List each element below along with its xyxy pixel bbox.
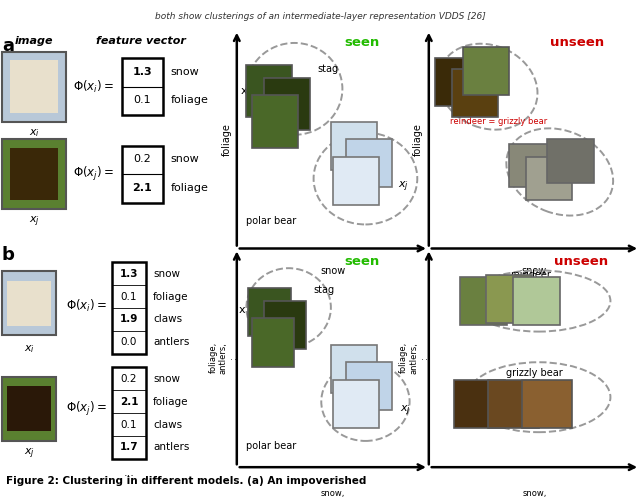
Bar bbox=[461, 277, 507, 325]
Text: reindeer: reindeer bbox=[509, 270, 550, 280]
Text: foliage: foliage bbox=[413, 123, 423, 156]
Text: 1.7: 1.7 bbox=[120, 442, 138, 452]
Bar bbox=[547, 139, 593, 183]
Text: foliage,
antlers,
:: foliage, antlers, : bbox=[209, 342, 238, 374]
Text: seen: seen bbox=[344, 36, 380, 49]
Text: $x_i$: $x_i$ bbox=[29, 127, 40, 139]
Text: foliage: foliage bbox=[222, 123, 232, 156]
Text: snow: snow bbox=[320, 266, 346, 276]
Bar bbox=[331, 122, 377, 170]
Text: 0.1: 0.1 bbox=[134, 95, 151, 105]
Text: snow,
claws,
...: snow, claws, ... bbox=[320, 489, 346, 497]
Text: antlers: antlers bbox=[153, 442, 189, 452]
Text: foliage,
antlers,
:: foliage, antlers, : bbox=[399, 342, 429, 374]
Text: stag: stag bbox=[314, 285, 335, 295]
Text: foliage: foliage bbox=[153, 292, 189, 302]
Text: foliage: foliage bbox=[170, 95, 208, 105]
Text: $x_j$: $x_j$ bbox=[29, 215, 40, 229]
Bar bbox=[264, 301, 306, 349]
Bar bbox=[526, 157, 572, 200]
Text: x: x bbox=[239, 305, 245, 315]
Text: snow: snow bbox=[153, 269, 180, 279]
Text: 2.1: 2.1 bbox=[132, 183, 152, 193]
Bar bbox=[346, 139, 392, 187]
Text: foliage: foliage bbox=[153, 397, 189, 407]
Bar bbox=[10, 148, 58, 200]
Bar bbox=[3, 377, 56, 440]
Text: snow: snow bbox=[170, 155, 199, 165]
Text: Figure 2: Clustering in different models. (a) An impoverished: Figure 2: Clustering in different models… bbox=[6, 476, 367, 486]
Text: seen: seen bbox=[344, 255, 380, 268]
Text: 0.0: 0.0 bbox=[121, 337, 137, 347]
Bar bbox=[346, 362, 392, 411]
Bar bbox=[264, 78, 310, 130]
Text: antlers: antlers bbox=[153, 337, 189, 347]
Bar bbox=[454, 380, 505, 428]
Bar bbox=[513, 277, 560, 325]
Text: image: image bbox=[15, 36, 53, 46]
Bar bbox=[3, 139, 66, 209]
Bar bbox=[112, 367, 146, 459]
Text: snow,
claws,
...: snow, claws, ... bbox=[522, 489, 547, 497]
Text: $x_j$: $x_j$ bbox=[24, 446, 35, 461]
Bar bbox=[486, 275, 532, 323]
Text: feature vector: feature vector bbox=[96, 36, 186, 46]
Bar bbox=[7, 280, 51, 326]
Text: a: a bbox=[2, 37, 14, 55]
Text: 1.3: 1.3 bbox=[120, 269, 138, 279]
Bar bbox=[10, 61, 58, 113]
Bar bbox=[122, 146, 163, 203]
Bar bbox=[509, 144, 556, 187]
Text: snow: snow bbox=[170, 67, 199, 77]
Text: 0.1: 0.1 bbox=[121, 292, 137, 302]
Text: unseen: unseen bbox=[554, 255, 608, 268]
Text: snow: snow bbox=[522, 266, 547, 276]
Text: reindeer = grizzly bear: reindeer = grizzly bear bbox=[450, 117, 547, 126]
Text: $x_j$: $x_j$ bbox=[400, 403, 411, 417]
Text: claws: claws bbox=[153, 419, 182, 429]
Text: 1.9: 1.9 bbox=[120, 315, 138, 325]
Text: polar bear: polar bear bbox=[246, 441, 296, 451]
Bar bbox=[3, 52, 66, 122]
Text: $x_j$: $x_j$ bbox=[398, 180, 409, 194]
Bar bbox=[248, 288, 291, 336]
Text: grizzly bear: grizzly bear bbox=[506, 368, 563, 378]
Bar bbox=[252, 319, 294, 367]
Text: $x_i$: $x_i$ bbox=[24, 343, 35, 355]
Text: ...: ... bbox=[124, 363, 134, 373]
Bar bbox=[463, 47, 509, 95]
Text: $\Phi(x_j)=$: $\Phi(x_j)=$ bbox=[66, 400, 107, 417]
Text: 0.2: 0.2 bbox=[121, 374, 137, 384]
Bar bbox=[246, 65, 292, 117]
Text: $\Phi(x_i)=$: $\Phi(x_i)=$ bbox=[73, 79, 114, 95]
Bar bbox=[488, 380, 539, 428]
Bar bbox=[7, 386, 51, 431]
Bar bbox=[333, 157, 379, 205]
Text: foliage: foliage bbox=[170, 183, 208, 193]
Bar bbox=[333, 380, 379, 428]
Text: $\Phi(x_j)=$: $\Phi(x_j)=$ bbox=[73, 165, 114, 183]
Text: snow: snow bbox=[153, 374, 180, 384]
Text: both show clusterings of an intermediate-layer representation VDDS [26]: both show clusterings of an intermediate… bbox=[155, 11, 485, 21]
Text: stag: stag bbox=[317, 64, 339, 74]
Text: $\Phi(x_i)=$: $\Phi(x_i)=$ bbox=[66, 298, 107, 314]
Text: b: b bbox=[2, 246, 15, 264]
Text: polar bear: polar bear bbox=[246, 216, 296, 226]
Bar bbox=[522, 380, 572, 428]
Text: 0.1: 0.1 bbox=[121, 419, 137, 429]
Bar bbox=[435, 58, 482, 106]
Text: 1.3: 1.3 bbox=[132, 67, 152, 77]
Text: x: x bbox=[241, 86, 247, 96]
Text: unseen: unseen bbox=[550, 36, 604, 49]
Bar bbox=[122, 58, 163, 115]
Bar bbox=[3, 271, 56, 335]
Text: 0.2: 0.2 bbox=[133, 155, 151, 165]
Text: claws: claws bbox=[153, 315, 182, 325]
Text: 2.1: 2.1 bbox=[120, 397, 138, 407]
Text: ...: ... bbox=[124, 468, 134, 478]
Bar bbox=[331, 345, 377, 393]
Bar bbox=[252, 95, 298, 148]
Bar bbox=[452, 69, 499, 117]
Bar bbox=[112, 262, 146, 354]
